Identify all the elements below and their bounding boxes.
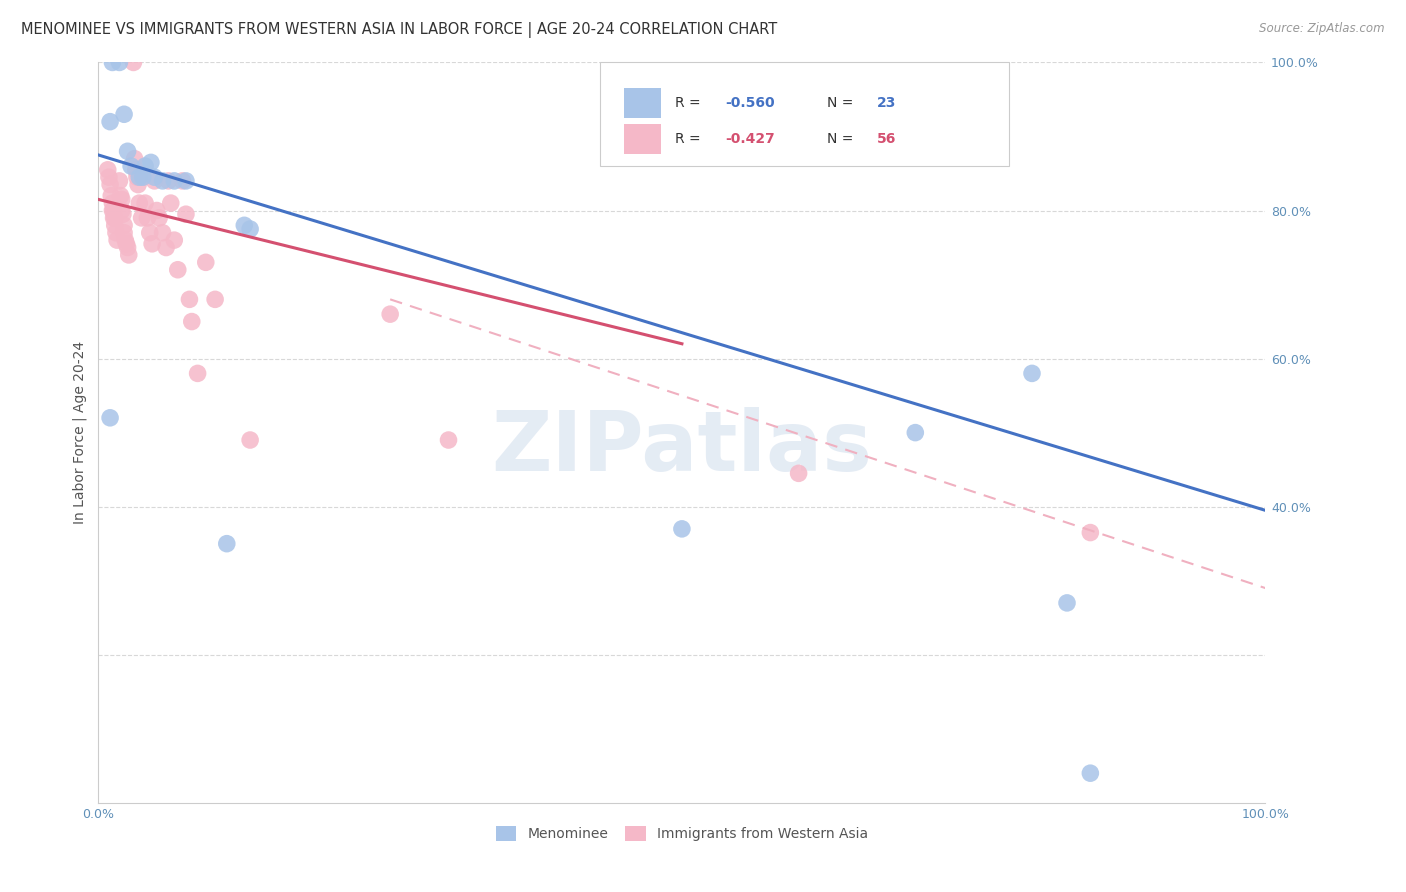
Text: -0.560: -0.560 bbox=[725, 96, 775, 110]
Point bbox=[179, 293, 201, 307]
Point bbox=[117, 240, 139, 255]
Point bbox=[174, 207, 197, 221]
Point bbox=[104, 219, 127, 233]
Point bbox=[163, 174, 186, 188]
Point bbox=[233, 219, 256, 233]
Point bbox=[239, 222, 262, 236]
Text: N =: N = bbox=[827, 132, 858, 145]
Point bbox=[117, 145, 139, 159]
Point bbox=[174, 174, 197, 188]
Point bbox=[187, 367, 209, 381]
Point bbox=[155, 240, 177, 255]
Point bbox=[194, 255, 217, 269]
Point bbox=[134, 196, 156, 211]
Point bbox=[101, 196, 124, 211]
FancyBboxPatch shape bbox=[600, 62, 1008, 166]
Point bbox=[101, 203, 124, 218]
Text: ZIPatlas: ZIPatlas bbox=[492, 407, 872, 488]
Point bbox=[146, 203, 169, 218]
Point bbox=[124, 152, 146, 166]
Point bbox=[239, 433, 262, 447]
Text: 23: 23 bbox=[877, 96, 896, 110]
Text: Source: ZipAtlas.com: Source: ZipAtlas.com bbox=[1260, 22, 1385, 36]
Point bbox=[103, 211, 125, 225]
Point bbox=[104, 226, 127, 240]
Point bbox=[98, 114, 121, 128]
Point bbox=[120, 159, 142, 173]
Point bbox=[112, 219, 135, 233]
Text: R =: R = bbox=[675, 96, 704, 110]
Point bbox=[97, 162, 120, 177]
Text: MENOMINEE VS IMMIGRANTS FROM WESTERN ASIA IN LABOR FORCE | AGE 20-24 CORRELATION: MENOMINEE VS IMMIGRANTS FROM WESTERN ASI… bbox=[21, 22, 778, 38]
Point bbox=[111, 207, 134, 221]
FancyBboxPatch shape bbox=[624, 88, 661, 118]
Text: -0.427: -0.427 bbox=[725, 132, 775, 145]
Point bbox=[105, 233, 128, 247]
Y-axis label: In Labor Force | Age 20-24: In Labor Force | Age 20-24 bbox=[73, 341, 87, 524]
Point bbox=[437, 433, 460, 447]
Point bbox=[180, 314, 202, 328]
Point bbox=[125, 170, 148, 185]
Point bbox=[204, 293, 226, 307]
Point bbox=[163, 233, 186, 247]
Point bbox=[100, 188, 122, 202]
Point bbox=[136, 211, 159, 225]
Point bbox=[1080, 525, 1102, 540]
Point bbox=[132, 170, 155, 185]
Point bbox=[671, 522, 693, 536]
Point bbox=[115, 236, 138, 251]
Point bbox=[111, 203, 134, 218]
Point bbox=[143, 170, 166, 185]
Point bbox=[98, 178, 121, 192]
Point bbox=[104, 211, 127, 225]
Text: 56: 56 bbox=[877, 132, 896, 145]
Point bbox=[112, 226, 135, 240]
Point bbox=[904, 425, 927, 440]
Point bbox=[131, 211, 153, 225]
Point bbox=[114, 233, 136, 247]
Point bbox=[1056, 596, 1078, 610]
Point bbox=[143, 174, 166, 188]
Point bbox=[787, 467, 810, 481]
Point bbox=[103, 203, 125, 218]
Point bbox=[125, 162, 148, 177]
Point bbox=[166, 262, 188, 277]
Legend: Menominee, Immigrants from Western Asia: Menominee, Immigrants from Western Asia bbox=[489, 819, 875, 847]
Point bbox=[172, 174, 194, 188]
Point bbox=[112, 107, 135, 121]
Text: R =: R = bbox=[675, 132, 704, 145]
Point bbox=[128, 196, 150, 211]
FancyBboxPatch shape bbox=[624, 124, 661, 153]
Point bbox=[110, 188, 132, 202]
Text: N =: N = bbox=[827, 96, 858, 110]
Point bbox=[134, 159, 156, 173]
Point bbox=[98, 410, 121, 425]
Point bbox=[1080, 766, 1102, 780]
Point bbox=[141, 236, 163, 251]
Point bbox=[152, 174, 174, 188]
Point bbox=[380, 307, 402, 321]
Point bbox=[215, 536, 238, 550]
Point bbox=[152, 226, 174, 240]
Point bbox=[111, 193, 134, 207]
Point bbox=[101, 55, 124, 70]
Point bbox=[97, 170, 120, 185]
Point bbox=[159, 196, 181, 211]
Point bbox=[139, 155, 162, 169]
Point bbox=[1021, 367, 1043, 381]
Point bbox=[157, 174, 180, 188]
Point bbox=[127, 178, 149, 192]
Point bbox=[132, 170, 155, 185]
Point bbox=[122, 55, 145, 70]
Point bbox=[148, 211, 170, 225]
Point bbox=[118, 248, 141, 262]
Point bbox=[128, 170, 150, 185]
Point bbox=[108, 55, 131, 70]
Point bbox=[108, 174, 131, 188]
Point bbox=[139, 226, 162, 240]
